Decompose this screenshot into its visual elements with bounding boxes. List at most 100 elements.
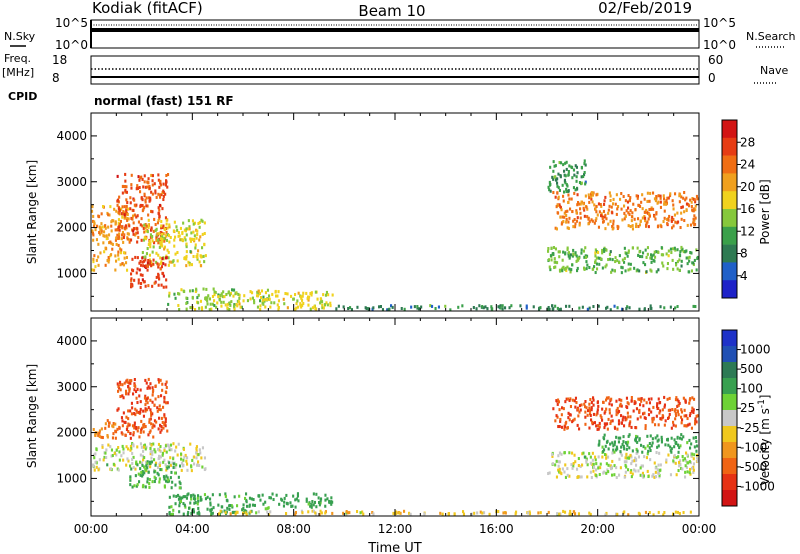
power-cell: [95, 238, 99, 242]
power-cell: [118, 222, 122, 226]
velocity-cell: [191, 508, 194, 512]
power-cell: [306, 297, 309, 301]
velocity-cell: [132, 455, 135, 459]
power-cell: [674, 306, 677, 310]
power-cell: [157, 211, 160, 215]
velocity-cell: [133, 412, 136, 416]
power-cell: [552, 160, 555, 164]
power-cell: [130, 272, 133, 276]
power-cell: [146, 268, 149, 272]
power-cell: [381, 308, 385, 312]
power-cell: [321, 306, 324, 310]
velocity-cell: [597, 427, 600, 431]
power-cell: [635, 222, 638, 226]
power-cell: [132, 232, 135, 236]
velocity-cell: [577, 475, 580, 479]
velocity-cell: [642, 412, 645, 416]
velocity-cell: [586, 413, 589, 417]
velocity-cell: [148, 460, 152, 464]
power-cell: [578, 181, 582, 185]
velocity-cell: [589, 414, 592, 418]
velocity-cell: [577, 457, 580, 461]
velocity-cell: [151, 480, 154, 484]
velocity-cell: [145, 464, 148, 468]
velocity-cell: [163, 477, 166, 481]
velocity-cell: [140, 426, 144, 430]
velocity-cell: [182, 458, 185, 462]
power-cell: [331, 293, 334, 297]
velocity-cell: [229, 512, 232, 516]
freq-tick-low: 8: [52, 71, 60, 85]
velocity-cell: [586, 475, 589, 479]
power-cell: [144, 226, 147, 230]
velocity-cell: [111, 424, 114, 428]
velocity-cell: [105, 456, 108, 460]
power-cell: [595, 217, 598, 221]
power-cell: [667, 254, 670, 258]
power-cell: [655, 270, 658, 274]
velocity-cell: [659, 417, 662, 421]
power-cell: [136, 227, 139, 231]
velocity-cell: [95, 461, 98, 465]
power-cell: [685, 208, 688, 212]
power-cell: [123, 256, 126, 260]
velocity-cell: [93, 456, 96, 460]
velocity-cell: [636, 440, 639, 444]
velocity-cell: [633, 468, 636, 472]
power-cell: [223, 295, 226, 299]
power-cell: [137, 281, 140, 285]
power-cell: [211, 295, 215, 299]
velocity-cell: [566, 473, 569, 477]
power-cell: [595, 256, 598, 260]
velocity-cell: [663, 403, 667, 407]
velocity-cell: [557, 464, 560, 468]
velocity-cell: [694, 422, 697, 426]
velocity-cell: [129, 409, 132, 413]
power-cell: [646, 191, 649, 195]
power-cell: [550, 246, 553, 250]
power-cell: [574, 164, 577, 168]
velocity-cell: [320, 511, 323, 515]
velocity-cell: [625, 396, 629, 400]
power-cell: [162, 189, 165, 193]
power-cell: [689, 251, 692, 255]
power-cell: [548, 183, 552, 187]
velocity-cell: [596, 410, 599, 414]
power-cell: [669, 194, 672, 198]
velocity-cell: [607, 470, 610, 474]
velocity-cell: [230, 504, 233, 508]
velocity-cell: [688, 401, 691, 405]
velocity-cell: [318, 503, 321, 507]
velocity-cell: [155, 461, 158, 465]
power-cell: [549, 268, 552, 272]
power-cell: [300, 295, 303, 299]
power-cell: [657, 200, 660, 204]
velocity-cell: [282, 504, 286, 508]
velocity-cell: [678, 401, 681, 405]
velocity-cell: [606, 468, 609, 472]
power-cell: [632, 202, 635, 206]
power-cell: [568, 216, 571, 220]
power-cell: [556, 184, 559, 188]
velocity-cell: [110, 454, 113, 458]
power-cell: [347, 307, 350, 311]
velocity-cell: [561, 425, 564, 429]
power-cell: [690, 269, 694, 273]
power-cell: [152, 258, 155, 262]
power-cell: [547, 185, 550, 189]
velocity-cell: [689, 467, 692, 471]
power-cell: [147, 223, 150, 227]
power-cell: [146, 230, 149, 234]
power-cell: [561, 269, 564, 273]
power-cell: [665, 252, 668, 256]
velocity-cell: [319, 501, 322, 505]
velocity-cell: [600, 416, 603, 420]
velocity-cell: [97, 468, 100, 472]
power-cell: [623, 246, 626, 250]
velocity-cell: [153, 448, 156, 452]
velocity-cell: [119, 382, 122, 386]
power-cell: [673, 246, 676, 250]
velocity-cell: [603, 411, 606, 415]
power-cell: [326, 303, 329, 307]
velocity-cell: [138, 435, 141, 439]
